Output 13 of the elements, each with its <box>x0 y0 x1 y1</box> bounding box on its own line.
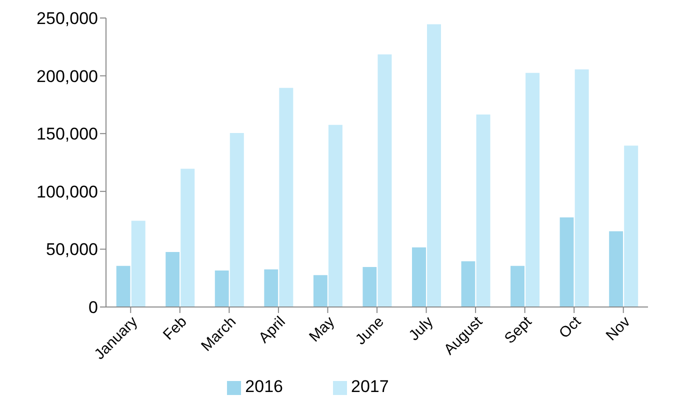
y-tick-label: 0 <box>88 298 98 318</box>
y-tick-label: 50,000 <box>46 240 98 260</box>
legend-label: 2016 <box>245 377 283 396</box>
y-tick-label: 100,000 <box>36 182 98 202</box>
x-tick-label: Oct <box>556 312 586 342</box>
x-tick-label: May <box>306 312 338 346</box>
legend-label: 2017 <box>351 377 389 396</box>
y-tick-label: 250,000 <box>36 9 98 28</box>
y-tick-label: 200,000 <box>36 66 98 86</box>
y-tick-label: 150,000 <box>36 124 98 144</box>
x-tick-label: Nov <box>602 312 634 344</box>
x-tick-label: July <box>406 312 437 344</box>
x-tick-label: Feb <box>160 313 190 344</box>
